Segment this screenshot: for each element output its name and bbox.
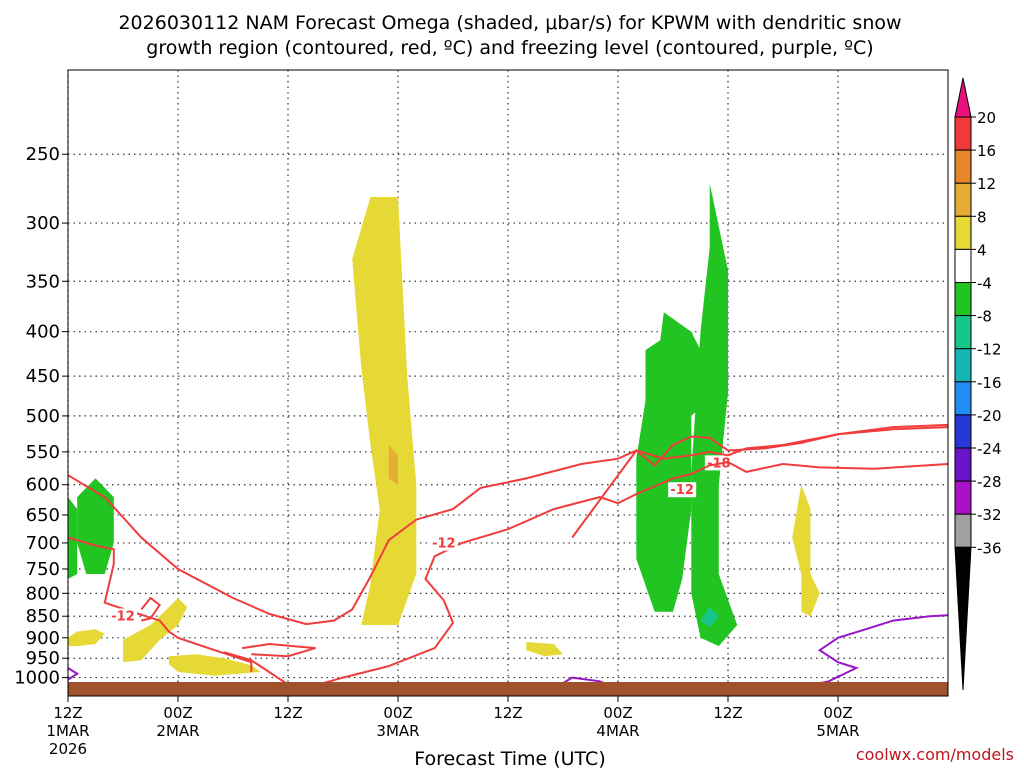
colorbar-label-6: -8	[977, 308, 992, 326]
colorbar-label-0: 20	[977, 109, 996, 127]
y-tick-label-800: 800	[26, 583, 60, 604]
y-tick-label-250: 250	[26, 144, 60, 165]
x-tick-label-0-0: 12Z	[53, 704, 82, 722]
colorbar-segment-3	[954, 215, 972, 250]
x-tick-label-12-1: 2MAR	[156, 722, 199, 740]
y-tick-label-1000: 1000	[14, 668, 60, 689]
dendritic-contour-4	[140, 596, 162, 622]
x-tick-label-24-0: 12Z	[273, 704, 302, 722]
omega-region-positive-omega-1mar-small	[123, 598, 188, 663]
x-tick-label-84-0: 00Z	[823, 704, 852, 722]
omega-region-positive-omega-2mar	[168, 654, 261, 676]
y-tick-label-450: 450	[26, 366, 60, 387]
colorbar-segment-5	[954, 282, 972, 317]
colorbar-label-12: -32	[977, 506, 1002, 524]
x-tick-label-72-0: 12Z	[713, 704, 742, 722]
colorbar-label-1: 16	[977, 142, 996, 160]
omega-region-positive-omega-4mar-small	[526, 642, 563, 657]
colorbar-segment-10	[954, 447, 972, 482]
dendritic-contours: -18-12-12-12	[67, 423, 949, 692]
colorbar-label-13: -36	[977, 539, 1002, 557]
dendritic-contour-2	[223, 460, 949, 692]
omega-region-negative-omega-4mar-bridge	[654, 312, 710, 431]
x-tick-label-36-1: 3MAR	[376, 722, 419, 740]
colorbar-label-11: -28	[977, 473, 1002, 491]
omega-region-negative-omega-4mar-east	[691, 183, 738, 647]
y-tick-label-500: 500	[26, 406, 60, 427]
x-tick-label-0-2: 2026	[49, 740, 87, 758]
y-tick-label-600: 600	[26, 475, 60, 496]
x-tick-label-60-0: 00Z	[603, 704, 632, 722]
y-tick-label-700: 700	[26, 533, 60, 554]
colorbar-label-10: -24	[977, 440, 1002, 458]
omega-region-positive-omega-3mar	[352, 197, 417, 625]
colorbar-label-9: -20	[977, 407, 1002, 425]
omega-region-positive-omega-3mar-core	[388, 445, 398, 485]
colorbar-segment-0	[954, 116, 972, 151]
colorbar-label-8: -16	[977, 374, 1002, 392]
grid-lines	[67, 70, 948, 696]
contour-label-1: -12	[670, 483, 694, 498]
omega-region-negative-omega-4mar-teal	[700, 607, 719, 628]
dendritic-contour-1	[67, 423, 949, 626]
y-axis: 2503003504004505005506006507007508008509…	[14, 144, 68, 689]
colorbar-segment-12	[954, 513, 972, 548]
colorbar-segment-6	[954, 315, 972, 350]
colorbar-segment-9	[954, 414, 972, 449]
colorbar-label-4: 4	[977, 241, 987, 259]
y-tick-label-550: 550	[26, 442, 60, 463]
credit-text: coolwx.com/models	[856, 745, 1014, 764]
x-tick-label-48-0: 12Z	[493, 704, 522, 722]
colorbar-segment-8	[954, 381, 972, 416]
contour-label-2: -12	[432, 537, 456, 552]
y-tick-label-850: 850	[26, 606, 60, 627]
y-tick-label-750: 750	[26, 559, 60, 580]
y-tick-label-650: 650	[26, 505, 60, 526]
freezing-contour-0	[67, 667, 80, 681]
x-tick-label-36-0: 00Z	[383, 704, 412, 722]
chart-title-line2: growth region (contoured, red, ºC) and f…	[146, 37, 873, 59]
plot-area: -18-12-12-12	[67, 69, 949, 697]
colorbar-segment-7	[954, 348, 972, 383]
contour-label-bg-2	[429, 535, 458, 551]
freezing-contour-2	[792, 614, 949, 690]
omega-region-positive-omega-5mar	[792, 484, 820, 617]
contour-label-bg-3	[109, 608, 137, 624]
terrain-ground	[68, 682, 948, 696]
contour-label-bg-1	[668, 482, 697, 498]
colorbar-top-arrow	[954, 77, 972, 118]
x-axis-title: Forecast Time (UTC)	[414, 748, 605, 768]
y-tick-label-350: 350	[26, 271, 60, 292]
colorbar: 20 16 12 8 4 -4 -8 -12 -16 -20 -24 -28 -32 -36	[954, 77, 1002, 691]
colorbar-segment-1	[954, 149, 972, 184]
x-tick-label-60-1: 4MAR	[596, 722, 639, 740]
x-tick-label-12-0: 00Z	[163, 704, 192, 722]
colorbar-label-3: 8	[977, 208, 987, 226]
y-tick-label-950: 950	[26, 648, 60, 669]
dendritic-contour-3	[67, 536, 253, 672]
colorbar-segment-11	[954, 480, 972, 515]
colorbar-label-5: -4	[977, 275, 992, 293]
colorbar-label-2: 12	[977, 175, 996, 193]
omega-shading	[68, 183, 820, 676]
colorbar-segment-2	[954, 182, 972, 217]
omega-region-negative-omega-1mar	[77, 478, 114, 574]
y-tick-label-400: 400	[26, 322, 60, 343]
contour-label-3: -12	[111, 609, 135, 624]
colorbar-segment-4	[954, 248, 972, 283]
x-tick-label-84-1: 5MAR	[816, 722, 859, 740]
chart-title-line1: 2026030112 NAM Forecast Omega (shaded, μ…	[118, 12, 901, 34]
colorbar-label-7: -12	[977, 341, 1002, 359]
omega-region-positive-omega-1mar-west	[68, 629, 105, 647]
dendritic-contour-5	[242, 642, 316, 658]
x-tick-label-0-1: 1MAR	[46, 722, 89, 740]
y-tick-label-300: 300	[26, 213, 60, 234]
colorbar-bottom-arrow	[954, 546, 972, 691]
y-tick-label-900: 900	[26, 628, 60, 649]
